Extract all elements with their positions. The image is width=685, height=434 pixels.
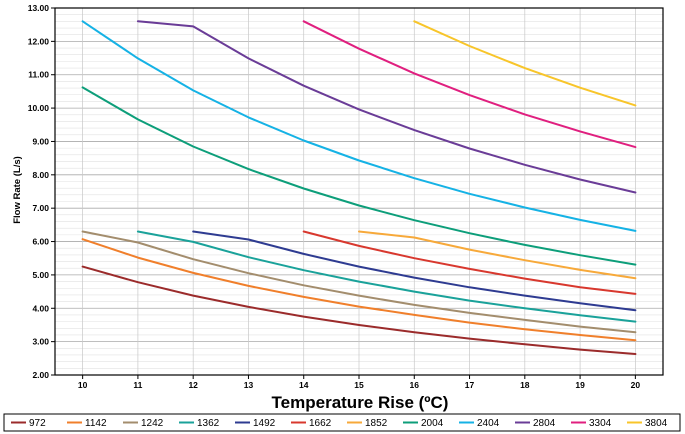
y-tick-label: 9.00 — [32, 136, 49, 146]
legend-label-3304: 3304 — [589, 418, 612, 429]
series-line-3304 — [302, 20, 637, 149]
y-tick-label: 7.00 — [32, 203, 49, 213]
series-line-1662 — [302, 230, 637, 295]
legend-label-972: 972 — [29, 418, 46, 429]
x-tick-label: 19 — [575, 380, 585, 390]
x-tick-label: 16 — [410, 380, 420, 390]
x-tick-label: 15 — [354, 380, 364, 390]
x-tick-label: 18 — [520, 380, 530, 390]
y-tick-label: 8.00 — [32, 170, 49, 180]
series-line-2004 — [81, 86, 637, 266]
y-axis-label: Flow Rate (L/s) — [12, 156, 23, 224]
series-line-2404 — [81, 20, 637, 232]
x-tick-label: 13 — [244, 380, 254, 390]
series-line-2804 — [136, 20, 637, 194]
x-tick-label: 11 — [133, 380, 142, 390]
series-line-3804 — [413, 20, 637, 107]
x-tick-label: 14 — [299, 380, 309, 390]
y-tick-label: 3.00 — [32, 337, 49, 347]
legend-label-1852: 1852 — [365, 418, 388, 429]
y-tick-label: 2.00 — [32, 370, 49, 380]
series-lines — [81, 20, 637, 355]
legend-label-1242: 1242 — [141, 418, 164, 429]
x-axis-label: Temperature Rise (ºC) — [272, 393, 449, 412]
legend-label-1142: 1142 — [85, 418, 107, 429]
series-line-1362 — [136, 230, 637, 323]
series-line-972 — [81, 265, 637, 355]
legend-label-1662: 1662 — [309, 418, 332, 429]
legend-label-3804: 3804 — [645, 418, 668, 429]
series-line-1492 — [192, 230, 637, 312]
x-tick-label: 10 — [78, 380, 88, 390]
y-tick-label: 13.00 — [28, 3, 50, 13]
legend: 972 1142 1242 1362 1492 1662 1852 2004 2404 2804 3… — [3, 413, 681, 432]
y-tick-label: 11.00 — [28, 70, 49, 80]
series-line-1242 — [81, 230, 637, 334]
y-tick-label: 10.00 — [28, 103, 50, 113]
y-tick-label: 4.00 — [32, 303, 49, 313]
legend-label-2804: 2804 — [533, 418, 556, 429]
x-tick-label: 20 — [631, 380, 641, 390]
y-tick-label: 6.00 — [32, 237, 49, 247]
legend-label-1492: 1492 — [253, 418, 276, 429]
series-line-1142 — [81, 238, 637, 342]
legend-frame — [3, 413, 681, 432]
x-tick-label: 17 — [465, 380, 475, 390]
y-tick-label: 12.00 — [28, 36, 50, 46]
legend-label-2004: 2004 — [421, 418, 444, 429]
axis-ticks: 2.00 3.00 4.00 5.00 6.00 7.00 8.00 9.00 10.00 11.… — [28, 3, 641, 390]
series-line-1852 — [358, 230, 637, 280]
legend-label-1362: 1362 — [197, 418, 220, 429]
x-tick-label: 12 — [188, 380, 198, 390]
legend-label-2404: 2404 — [477, 418, 500, 429]
y-tick-label: 5.00 — [32, 270, 49, 280]
